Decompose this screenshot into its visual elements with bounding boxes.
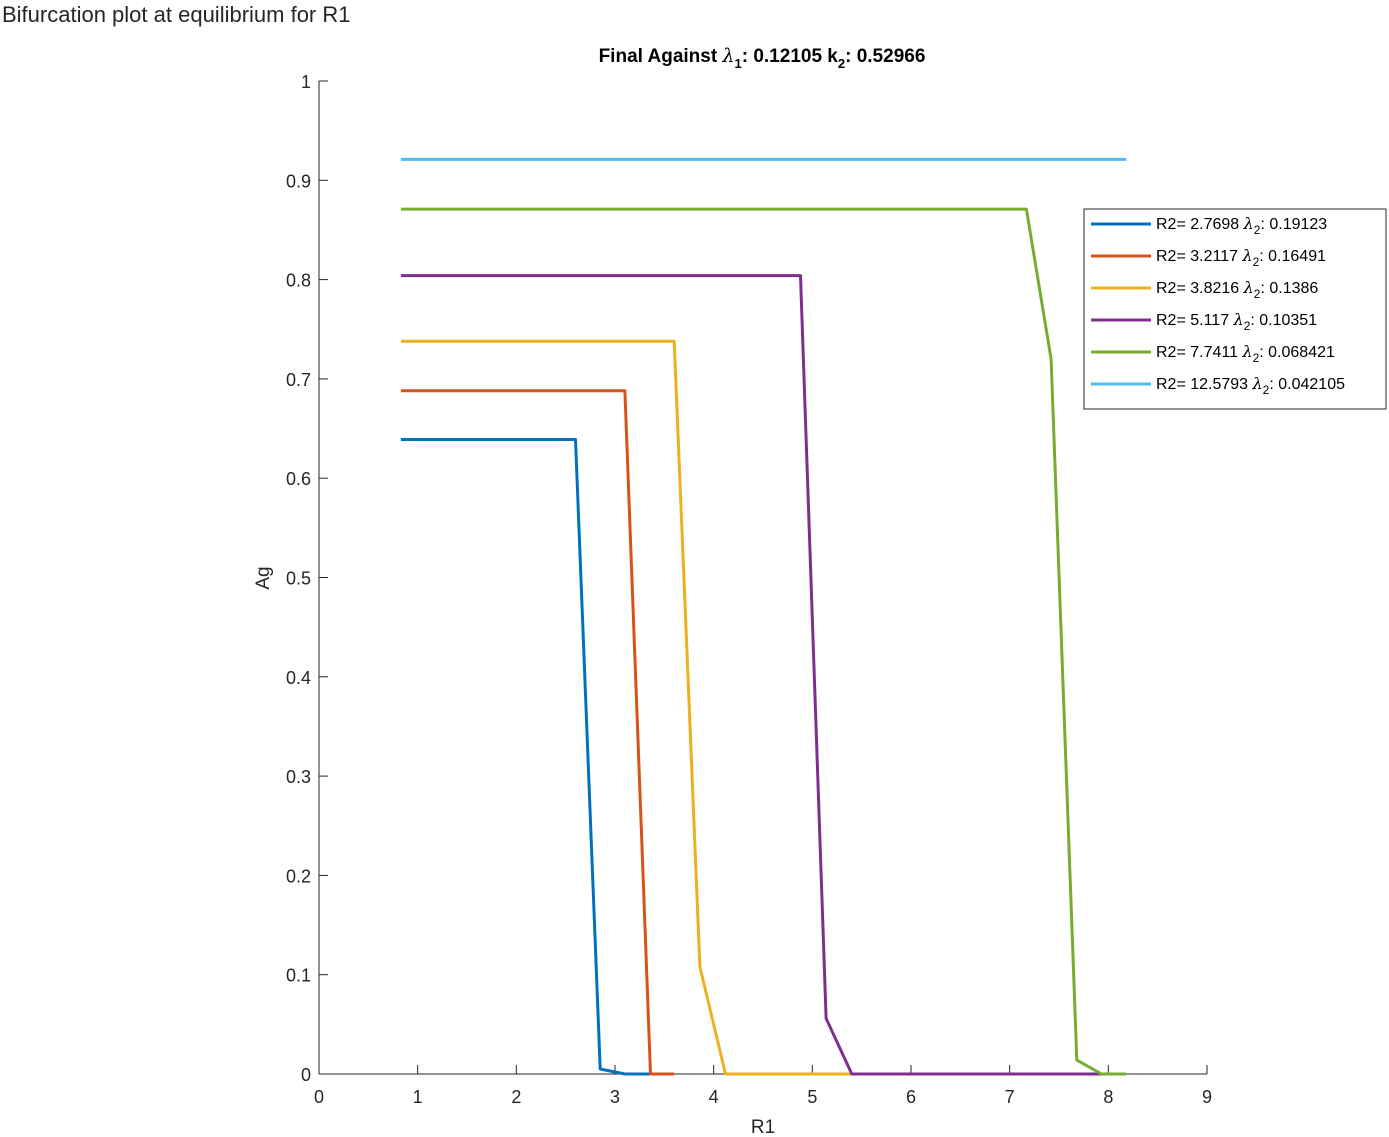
x-tick-label: 7 <box>1005 1087 1015 1107</box>
x-tick-label: 4 <box>709 1087 719 1107</box>
y-tick-label: 0 <box>301 1065 311 1085</box>
legend-label: R2= 3.2117 λ2: 0.16491 <box>1156 246 1326 269</box>
legend-label: R2= 2.7698 λ2: 0.19123 <box>1156 214 1327 237</box>
series-line-5 <box>400 207 1127 1076</box>
legend: R2= 2.7698 λ2: 0.19123 R2= 3.2117 λ2: 0.1… <box>1083 208 1387 410</box>
x-tick-label: 6 <box>906 1087 916 1107</box>
y-tick-label: 0.7 <box>286 370 311 390</box>
y-tick-label: 0.1 <box>286 966 311 986</box>
series-lines <box>400 157 1127 1076</box>
series-line-3 <box>400 339 852 1076</box>
x-tick-label: 0 <box>314 1087 324 1107</box>
window-title: Bifurcation plot at equilibrium for R1 <box>2 2 351 27</box>
y-axis-label: Ag <box>253 566 274 589</box>
x-tick-label: 2 <box>511 1087 521 1107</box>
x-tick-label: 3 <box>610 1087 620 1107</box>
y-tick-label: 0.4 <box>286 668 311 688</box>
legend-label: R2= 5.117 λ2: 0.10351 <box>1156 310 1317 333</box>
y-tick-label: 1 <box>301 72 311 92</box>
y-tick-label: 0.2 <box>286 866 311 886</box>
axis-ticks <box>318 80 1208 1075</box>
legend-entry: R2= 2.7698 λ2: 0.19123 <box>1091 214 1327 237</box>
series-line-1 <box>400 438 650 1076</box>
legend-entries: R2= 2.7698 λ2: 0.19123 R2= 3.2117 λ2: 0.1… <box>1091 214 1345 397</box>
legend-label: R2= 3.8216 λ2: 0.1386 <box>1156 278 1318 301</box>
y-tick-label: 0.9 <box>286 171 311 191</box>
chart-title: Final Against λ1: 0.12105 k2: 0.52966 <box>599 45 926 71</box>
legend-label: R2= 12.5793 λ2: 0.042105 <box>1156 374 1345 397</box>
series-line-2 <box>400 389 675 1076</box>
legend-entry: R2= 7.7411 λ2: 0.068421 <box>1091 342 1335 365</box>
legend-entry: R2= 3.8216 λ2: 0.1386 <box>1091 278 1318 301</box>
series-line-4 <box>400 274 1104 1076</box>
legend-entry: R2= 3.2117 λ2: 0.16491 <box>1091 246 1326 269</box>
legend-entry: R2= 5.117 λ2: 0.10351 <box>1091 310 1317 333</box>
y-tick-label: 0.6 <box>286 469 311 489</box>
y-tick-label: 0.3 <box>286 767 311 787</box>
y-tick-label: 0.8 <box>286 271 311 291</box>
axis-tick-labels: 0 1 2 3 4 5 6 7 8 9 0 0.1 0.2 0.3 0.4 0.5 0.6 0.7 0.8 0.9 1 <box>286 72 1212 1107</box>
y-tick-label: 0.5 <box>286 569 311 589</box>
x-axis-label: R1 <box>751 1117 775 1137</box>
legend-box <box>1083 208 1387 410</box>
x-tick-label: 8 <box>1103 1087 1113 1107</box>
x-tick-label: 1 <box>413 1087 423 1107</box>
x-tick-label: 5 <box>807 1087 817 1107</box>
legend-entry: R2= 12.5793 λ2: 0.042105 <box>1091 374 1345 397</box>
legend-label: R2= 7.7411 λ2: 0.068421 <box>1156 342 1335 365</box>
x-tick-label: 9 <box>1202 1087 1212 1107</box>
